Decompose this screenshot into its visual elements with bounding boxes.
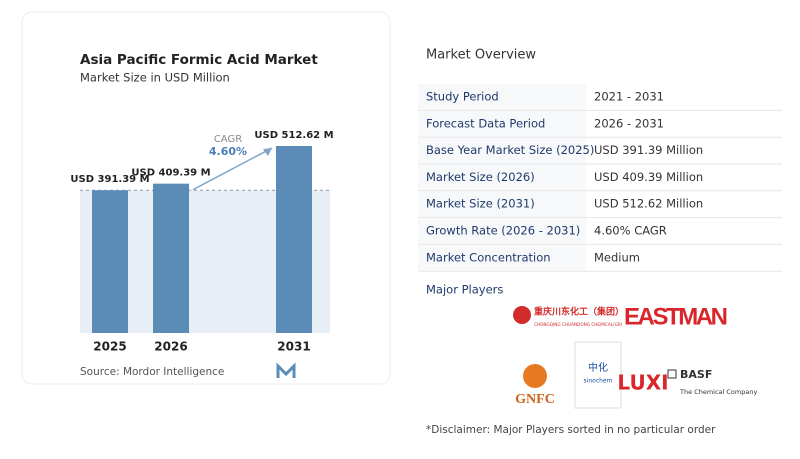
bar (153, 183, 189, 333)
cagr-arrowhead (263, 148, 272, 156)
player-logo: GNFC (515, 392, 555, 407)
logo-icon (667, 369, 677, 379)
row-label: Market Concentration (426, 250, 551, 264)
row-value: Medium (594, 250, 640, 264)
bar (92, 190, 128, 333)
row-value: USD 512.62 Million (594, 197, 703, 211)
row-label: Growth Rate (2026 - 2031) (426, 224, 580, 238)
disclaimer: *Disclaimer: Major Players sorted in no … (426, 424, 716, 436)
row-label-cell (418, 137, 586, 164)
value-label: USD 409.39 M (131, 168, 210, 179)
player-logo: 中化 (588, 361, 608, 374)
chart-title: Asia Pacific Formic Acid Market (80, 52, 318, 68)
bar (276, 146, 312, 333)
row-value: USD 409.39 Million (594, 170, 703, 184)
row-label-cell (418, 244, 586, 271)
player-subtext: CHONGQING CHUANDONG CHEMICAL(GROUP)CO.,L… (534, 322, 649, 327)
row-label-cell (418, 218, 586, 244)
player-logos: 重庆川东化工（集团）有限公司 CHONGQING CHUANDONG CHEMI… (510, 300, 757, 409)
player-subtext: sinochem (584, 378, 613, 385)
logo-box (574, 341, 622, 409)
row-value: 2026 - 2031 (594, 116, 664, 130)
player-logo: BASF (680, 368, 712, 381)
overview-title: Market Overview (426, 48, 536, 63)
row-label-cell (418, 110, 586, 137)
value-label: USD 512.62 M (254, 130, 333, 141)
row-label: Forecast Data Period (426, 116, 545, 130)
row-label-cell (418, 164, 586, 191)
row-label: Study Period (426, 90, 499, 104)
players-title: Major Players (426, 283, 503, 297)
x-tick-label: 2031 (277, 340, 310, 354)
player-subtext: The Chemical Company (679, 388, 757, 396)
row-value: 2021 - 2031 (594, 90, 664, 104)
player-logo: EASTMAN (624, 303, 728, 330)
value-label: USD 391.39 M (70, 174, 149, 185)
row-label: Market Size (2031) (426, 197, 535, 211)
x-tick-label: 2025 (93, 340, 126, 354)
logo-box (622, 300, 730, 332)
player-logo: LUXI (617, 371, 668, 395)
logo-icon (513, 306, 531, 324)
row-label: Market Size (2026) (426, 170, 535, 184)
chart-subtitle: Market Size in USD Million (80, 71, 230, 85)
logo-icon (523, 364, 547, 388)
row-label-cell (418, 191, 586, 218)
row-label: Base Year Market Size (2025) (426, 143, 594, 157)
row-value: 4.60% CAGR (594, 224, 667, 238)
source-logo (276, 362, 296, 378)
annotation-value: 4.60% (209, 145, 247, 158)
x-tick-label: 2026 (154, 340, 187, 354)
annotation-label: CAGR (214, 134, 242, 145)
source: Source: Mordor Intelligence (80, 366, 224, 378)
row-label-cell (418, 84, 586, 110)
cagr-arrow (192, 147, 273, 191)
row-value: USD 391.39 Million (594, 143, 703, 157)
